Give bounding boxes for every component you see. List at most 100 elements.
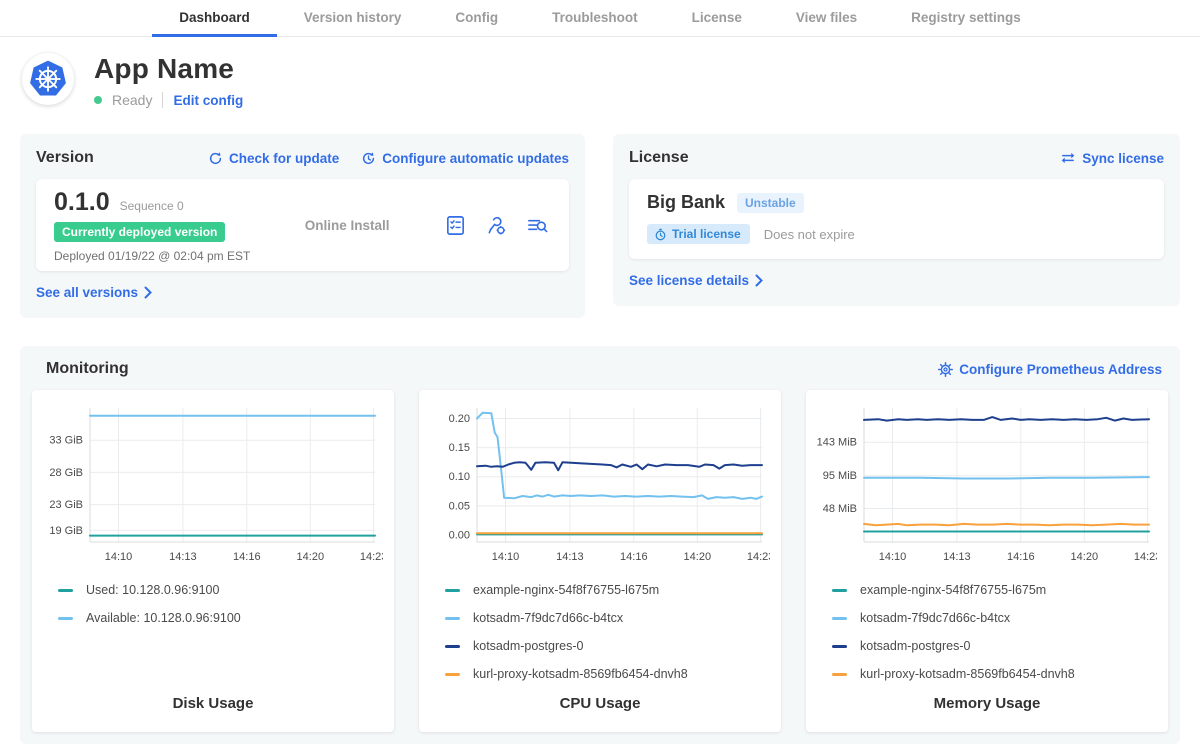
top-nav: DashboardVersion historyConfigTroublesho… (0, 0, 1200, 37)
legend-item: kotsadm-7f9dc7d66c-b4tcx (832, 604, 1160, 632)
configure-automatic-updates-button[interactable]: Configure automatic updates (361, 151, 569, 166)
check-for-update-button[interactable]: Check for update (208, 151, 339, 166)
svg-text:14:20: 14:20 (1071, 551, 1099, 563)
license-title: License (629, 149, 689, 167)
tab-version-history[interactable]: Version history (277, 0, 429, 37)
license-card: License Sync license Big Bank Unstable (613, 134, 1180, 306)
deployed-badge: Currently deployed version (54, 222, 225, 242)
svg-text:28 GiB: 28 GiB (49, 467, 83, 479)
svg-text:14:20: 14:20 (297, 551, 325, 563)
svg-text:14:16: 14:16 (233, 551, 261, 563)
svg-text:0.10: 0.10 (449, 471, 470, 483)
legend-swatch (832, 617, 847, 620)
svg-text:14:10: 14:10 (105, 551, 133, 563)
svg-text:33 GiB: 33 GiB (49, 435, 83, 447)
svg-text:14:23: 14:23 (360, 551, 383, 563)
svg-text:14:13: 14:13 (556, 551, 584, 563)
chart-card-cpu-usage: 0.200.150.100.050.0014:1014:1314:1614:20… (419, 390, 781, 732)
status-text: Ready (112, 92, 152, 108)
chevron-right-icon (144, 286, 153, 299)
tab-license[interactable]: License (665, 0, 769, 37)
svg-text:48 MiB: 48 MiB (823, 503, 857, 515)
chevron-right-icon (755, 274, 764, 287)
preflight-checks-icon[interactable] (444, 214, 467, 237)
svg-text:0.05: 0.05 (449, 500, 470, 512)
svg-text:0.00: 0.00 (449, 530, 470, 542)
svg-text:0.20: 0.20 (449, 413, 470, 425)
monitoring-section: Monitoring Configure Prometheus Address … (20, 346, 1180, 744)
kubernetes-logo-icon (22, 53, 74, 105)
divider (162, 92, 163, 108)
license-expiry: Does not expire (764, 227, 855, 242)
stopwatch-icon (654, 228, 667, 241)
version-title: Version (36, 149, 94, 167)
legend-swatch (58, 617, 73, 620)
svg-text:95 MiB: 95 MiB (823, 470, 857, 482)
chart-plot: 33 GiB28 GiB23 GiB19 GiB14:1014:1314:161… (40, 400, 383, 566)
tab-troubleshoot[interactable]: Troubleshoot (525, 0, 665, 37)
legend-swatch (832, 673, 847, 676)
chart-plot: 143 MiB 95 MiB 48 MiB 14:10 14:13 14:16 14:20 1… (814, 400, 1157, 566)
monitoring-title: Monitoring (46, 360, 129, 378)
edit-config-link[interactable]: Edit config (173, 93, 243, 108)
chart-card-memory-usage: 143 MiB 95 MiB 48 MiB 14:10 14:13 14:16 14:20 1… (806, 390, 1168, 732)
svg-text:14:13: 14:13 (943, 551, 971, 563)
svg-text:14:16: 14:16 (1007, 551, 1035, 563)
configure-prometheus-button[interactable]: Configure Prometheus Address (938, 362, 1162, 377)
svg-text:143 MiB: 143 MiB (817, 437, 857, 449)
legend-item: example-nginx-54f8f76755-l675m (445, 576, 773, 604)
svg-text:14:10: 14:10 (879, 551, 907, 563)
chart-title: Disk Usage (40, 695, 386, 718)
channel-badge: Unstable (737, 193, 804, 213)
install-type-label: Online Install (305, 218, 390, 233)
legend-item: kurl-proxy-kotsadm-8569fb6454-dnvh8 (832, 660, 1160, 688)
legend-item: Available: 10.128.0.96:9100 (58, 604, 386, 632)
status-dot (94, 96, 102, 104)
svg-text:14:10: 14:10 (492, 551, 520, 563)
tab-dashboard[interactable]: Dashboard (152, 0, 277, 37)
refresh-icon (208, 151, 223, 166)
svg-text:14:23: 14:23 (747, 551, 770, 563)
svg-text:19 GiB: 19 GiB (49, 525, 83, 537)
svg-text:23 GiB: 23 GiB (49, 499, 83, 511)
version-number: 0.1.0 (54, 188, 110, 217)
legend-swatch (445, 645, 460, 648)
chart-card-disk-usage: 33 GiB28 GiB23 GiB19 GiB14:1014:1314:161… (32, 390, 394, 732)
chart-title: CPU Usage (427, 695, 773, 718)
chart-legend: example-nginx-54f8f76755-l675m kotsadm-7… (427, 566, 773, 695)
sync-arrows-icon (1060, 151, 1076, 165)
svg-text:14:20: 14:20 (684, 551, 712, 563)
chart-plot: 0.200.150.100.050.0014:1014:1314:1614:20… (427, 400, 770, 566)
legend-item: kotsadm-7f9dc7d66c-b4tcx (445, 604, 773, 632)
tab-registry-settings[interactable]: Registry settings (884, 0, 1048, 37)
license-customer-name: Big Bank (647, 192, 725, 213)
see-license-details-link[interactable]: See license details (629, 273, 764, 288)
legend-item: kotsadm-postgres-0 (832, 632, 1160, 660)
clock-arrow-icon (361, 151, 376, 166)
legend-swatch (445, 589, 460, 592)
legend-swatch (58, 589, 73, 592)
legend-item: example-nginx-54f8f76755-l675m (832, 576, 1160, 604)
svg-text:14:23: 14:23 (1134, 551, 1157, 563)
view-logs-icon[interactable] (526, 214, 549, 237)
legend-swatch (445, 673, 460, 676)
version-card: Version Check for update Configure au (20, 134, 585, 318)
sync-license-button[interactable]: Sync license (1060, 151, 1164, 166)
legend-item: kotsadm-postgres-0 (445, 632, 773, 660)
deployed-timestamp: Deployed 01/19/22 @ 02:04 pm EST (54, 249, 250, 263)
tab-view-files[interactable]: View files (769, 0, 884, 37)
chart-legend: Used: 10.128.0.96:9100 Available: 10.128… (40, 566, 386, 695)
tab-config[interactable]: Config (428, 0, 525, 37)
legend-swatch (832, 589, 847, 592)
app-header: App Name Ready Edit config (22, 53, 1178, 108)
see-all-versions-link[interactable]: See all versions (36, 285, 153, 300)
legend-swatch (832, 645, 847, 648)
legend-item: kurl-proxy-kotsadm-8569fb6454-dnvh8 (445, 660, 773, 688)
edit-config-icon[interactable] (485, 214, 508, 237)
legend-swatch (445, 617, 460, 620)
license-type-badge: Trial license (647, 224, 750, 244)
chart-title: Memory Usage (814, 695, 1160, 718)
svg-text:0.15: 0.15 (449, 442, 470, 454)
chart-legend: example-nginx-54f8f76755-l675m kotsadm-7… (814, 566, 1160, 695)
page-title: App Name (94, 53, 243, 85)
